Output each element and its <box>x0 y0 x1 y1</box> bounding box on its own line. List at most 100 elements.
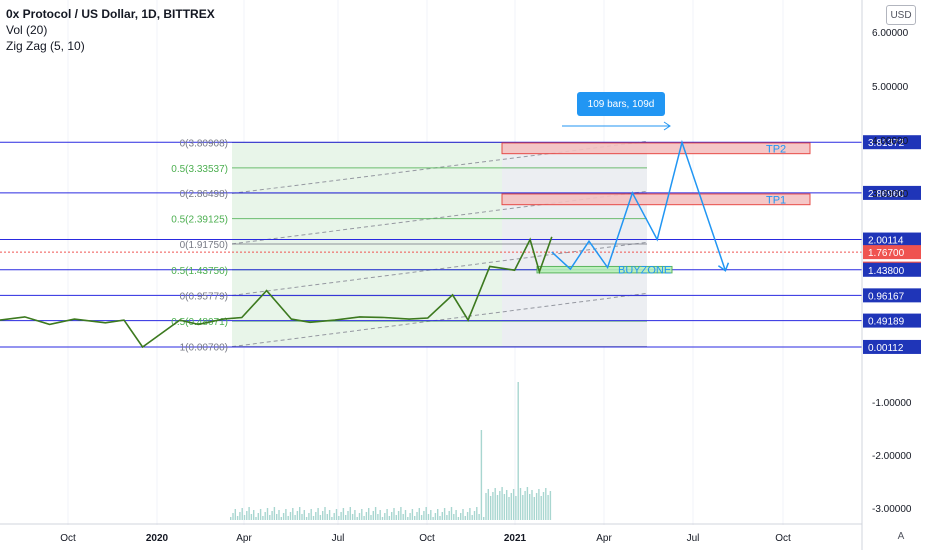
volume-bar <box>266 508 269 520</box>
volume-bar <box>496 495 499 520</box>
volume-bar <box>315 512 317 520</box>
price-label: 1.76700 <box>868 248 905 259</box>
volume-bar <box>292 508 294 520</box>
volume-bar <box>420 515 423 520</box>
projection-line <box>551 139 727 271</box>
volume-bar <box>374 507 377 520</box>
zone-label-tp1: TP1 <box>766 194 786 206</box>
zigzag-line <box>0 236 553 349</box>
axes: Oct 2020 Apr Jul Oct 2021 Apr Jul Oct 6.00000 5.00… <box>0 0 912 550</box>
volume-bar <box>301 514 303 520</box>
volume-bar <box>483 517 485 520</box>
volume-indicator-label[interactable]: Vol (20) <box>6 23 48 37</box>
volume-bar <box>365 512 368 520</box>
price-series <box>0 236 553 349</box>
volume-bar <box>276 514 278 520</box>
volume-bar <box>416 512 418 520</box>
currency-button[interactable]: USD <box>886 5 916 25</box>
price-label-bg <box>863 339 921 354</box>
volume-bar <box>354 510 356 520</box>
measure-arrowhead <box>663 121 671 131</box>
volume-bar <box>294 515 296 520</box>
x-tick-label: Oct <box>775 533 791 544</box>
volume-bar <box>379 510 381 520</box>
horizontal-levels[interactable]: 3.813722.869602.001141.7670004:16:551.43… <box>0 135 921 354</box>
volume-bar <box>432 517 434 520</box>
volume-bar <box>331 517 333 520</box>
volume-bar <box>531 490 533 520</box>
volume-bar <box>526 487 529 520</box>
volume-bar <box>455 510 457 520</box>
symbol-title[interactable]: 0x Protocol / US Dollar, 1D, BITTREX <box>6 7 215 21</box>
fib-level-label: 0.5(1.43750) <box>171 266 228 277</box>
volume-bar <box>540 496 542 520</box>
projection-arrowhead <box>717 262 730 272</box>
volume-bar <box>460 513 462 520</box>
y-tick-label: 5.00000 <box>872 82 909 93</box>
fib-bg-green <box>232 142 502 347</box>
volume-bar <box>324 507 326 520</box>
volume-bar <box>494 488 496 520</box>
volume-bar <box>492 492 494 520</box>
volume-bar <box>397 511 400 520</box>
volume-bar <box>351 514 354 520</box>
volume-bar <box>407 517 409 520</box>
volume-bar <box>285 509 287 520</box>
volume-bar <box>529 494 531 520</box>
volume-bar <box>512 489 515 520</box>
fib-level-label: 0(2.86498) <box>180 189 228 200</box>
target-zones[interactable]: TP2 TP1 BUYZONE <box>501 142 811 277</box>
volume-bar <box>381 517 384 520</box>
y-tick-label: -2.00000 <box>872 451 912 462</box>
fib-level-label: 0.5(2.39125) <box>171 215 228 226</box>
x-tick-label: Apr <box>596 533 612 544</box>
x-tick-label: 2020 <box>146 533 169 544</box>
auto-scale-button[interactable]: A <box>897 530 905 542</box>
chart-legend: 0x Protocol / US Dollar, 1D, BITTREX Vol… <box>6 6 215 54</box>
volume-bar <box>356 517 358 520</box>
volume-bar <box>480 430 483 520</box>
volume-bar <box>388 516 391 520</box>
volume-bar <box>499 491 501 520</box>
x-tick-label: Oct <box>60 533 76 544</box>
volume-bar <box>253 510 255 520</box>
zone-label-tp2: TP2 <box>766 143 786 155</box>
volume-bar <box>508 497 510 520</box>
volume-bar <box>476 507 478 520</box>
volume-bar <box>230 517 232 520</box>
volume-bar <box>437 509 439 520</box>
price-label: 2.00114 <box>868 236 904 247</box>
fib-background <box>67 0 784 525</box>
fib-level-label: 0.5(3.33537) <box>171 164 228 175</box>
volume-bar <box>501 487 503 520</box>
volume-bar <box>418 508 420 520</box>
price-label: 0.00112 <box>868 343 904 354</box>
x-tick-label: Apr <box>236 533 252 544</box>
volume-bar <box>549 491 552 520</box>
volume-bar <box>545 488 547 520</box>
price-label: 0.49189 <box>868 317 905 328</box>
volume-bar <box>308 513 310 520</box>
volume-bar <box>404 510 407 520</box>
volume-bar <box>457 517 460 520</box>
volume-bar <box>453 514 455 520</box>
price-label-bg <box>863 313 921 328</box>
volume-bar <box>303 510 305 520</box>
projection-path[interactable] <box>551 121 730 272</box>
zigzag-indicator-label[interactable]: Zig Zag (5, 10) <box>6 39 85 53</box>
volume-bar <box>384 513 386 520</box>
volume-bar <box>377 514 379 520</box>
price-label: 1.43800 <box>868 266 905 277</box>
volume-bar <box>262 516 264 520</box>
volume-bar <box>434 513 437 520</box>
volume-bar <box>338 516 340 520</box>
volume-bar <box>326 514 328 520</box>
volume-bar <box>299 507 301 520</box>
volume-bar <box>345 515 347 520</box>
volume-bar <box>342 508 345 520</box>
volume-bar <box>411 509 414 520</box>
volume-bar <box>400 507 402 520</box>
volume-bar <box>246 511 248 520</box>
volume-bar <box>335 509 338 520</box>
